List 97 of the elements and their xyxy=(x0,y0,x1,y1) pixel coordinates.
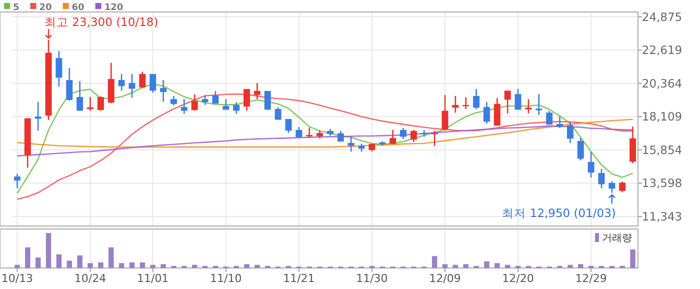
candlestick xyxy=(14,173,20,189)
candlestick xyxy=(170,95,177,106)
candlestick xyxy=(285,118,292,134)
candlestick xyxy=(452,95,459,114)
annotation: 최고 23,300 (10/18) xyxy=(44,15,158,30)
bar xyxy=(98,262,104,268)
x-tick-label: 11/10 xyxy=(210,272,242,285)
y-tick-label: 13,598 xyxy=(642,176,682,190)
bar xyxy=(140,262,146,268)
bar xyxy=(630,249,636,268)
x-tick-label: 11/21 xyxy=(283,272,315,285)
candlestick xyxy=(619,180,626,193)
bar xyxy=(25,247,30,268)
y-tick-label: 15,854 xyxy=(642,142,682,157)
bar xyxy=(484,261,490,268)
candlestick xyxy=(588,151,594,178)
candlestick xyxy=(160,79,167,102)
x-tick-label: 11/30 xyxy=(356,272,388,285)
bar xyxy=(494,263,500,268)
bar xyxy=(118,263,124,268)
candlestick xyxy=(514,88,522,110)
y-tick-label: 24,875 xyxy=(642,10,682,24)
bar xyxy=(160,264,166,268)
candlestick xyxy=(410,129,417,143)
x-tick-label: 12/20 xyxy=(502,272,534,285)
bar xyxy=(129,262,135,268)
candlestick xyxy=(212,90,219,104)
candlestick xyxy=(598,168,605,189)
bar xyxy=(504,264,510,268)
candlestick xyxy=(34,101,42,132)
bar xyxy=(442,264,448,268)
candlestick xyxy=(97,96,104,112)
candlestick xyxy=(473,88,480,110)
bar xyxy=(432,256,438,268)
bar xyxy=(244,264,250,268)
legend-label: 5 xyxy=(13,3,20,13)
bar xyxy=(66,260,72,268)
bar xyxy=(578,264,584,268)
candlestick xyxy=(494,97,500,126)
candlestick xyxy=(536,93,542,116)
candlestick xyxy=(630,126,636,164)
candlestick xyxy=(546,110,553,126)
legend-label: 20 xyxy=(39,3,52,13)
y-tick-label: 20,364 xyxy=(642,76,682,90)
bar xyxy=(192,264,198,268)
candlestick xyxy=(76,80,84,112)
bar xyxy=(568,264,573,268)
candlestick xyxy=(254,82,260,100)
candlestick xyxy=(150,73,156,94)
x-tick-label: 11/01 xyxy=(137,272,169,285)
x-tick-label: 12/09 xyxy=(429,272,461,285)
candlestick xyxy=(566,121,574,144)
annotation: 최저 12,950 (01/03) xyxy=(502,206,616,220)
candlestick xyxy=(87,96,94,112)
y-tick-label: 11,343 xyxy=(642,210,682,224)
candlestick xyxy=(118,73,125,92)
bar xyxy=(108,247,114,268)
bar xyxy=(452,264,458,268)
candlestick xyxy=(390,129,396,145)
candlestick xyxy=(244,88,250,112)
candlestick xyxy=(483,101,490,124)
x-tick-label: 10/24 xyxy=(74,272,106,285)
legend-label: 60 xyxy=(72,3,84,13)
bar xyxy=(14,264,20,268)
bar xyxy=(254,264,260,268)
candlestick xyxy=(442,94,448,132)
candlestick xyxy=(504,90,511,114)
candlestick xyxy=(56,50,62,88)
bar xyxy=(46,233,52,268)
candlestick xyxy=(66,67,73,102)
bar xyxy=(56,254,62,268)
candlestick xyxy=(202,95,208,106)
bar xyxy=(463,264,468,268)
candlestick xyxy=(306,127,313,138)
candlestick xyxy=(180,98,188,114)
bar xyxy=(77,255,82,268)
legend-label: 120 xyxy=(104,3,124,13)
candlestick xyxy=(577,137,584,161)
candlestick xyxy=(296,126,302,139)
candlestick xyxy=(139,71,146,89)
candlestick xyxy=(108,62,114,104)
bar xyxy=(150,264,156,268)
y-tick-label: 18,109 xyxy=(642,110,682,124)
bar xyxy=(88,263,93,268)
candlestick xyxy=(191,94,198,112)
y-tick-label: 22,619 xyxy=(642,43,682,58)
x-tick-label: 12/29 xyxy=(575,272,607,285)
bar xyxy=(35,258,41,268)
legend-label: 거래량 xyxy=(602,233,632,244)
candlestick xyxy=(608,180,616,194)
candlestick xyxy=(274,106,282,120)
candlestick xyxy=(128,73,136,98)
candlestick xyxy=(233,102,240,114)
candlestick xyxy=(525,98,532,114)
candlestick xyxy=(556,116,563,129)
candlestick xyxy=(400,127,406,140)
x-tick-label: 10/13 xyxy=(1,272,34,285)
